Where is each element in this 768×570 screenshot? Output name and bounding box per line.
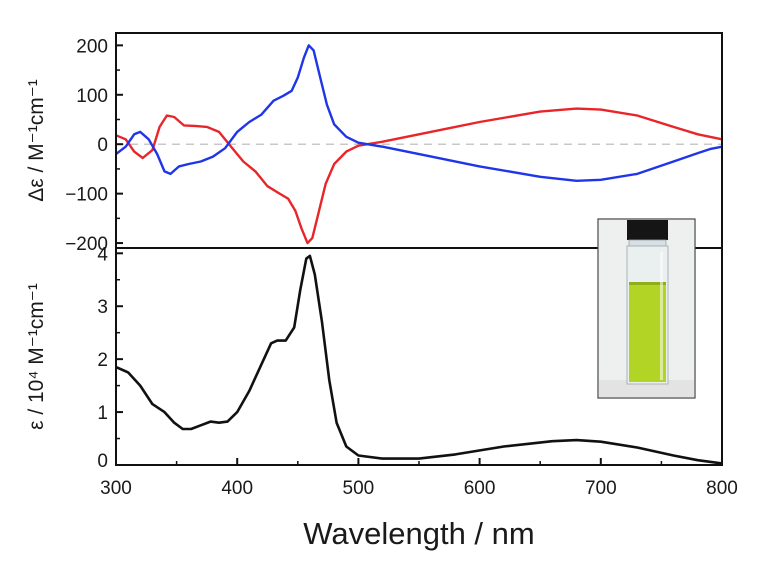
vial-cap <box>627 220 668 240</box>
absorption-y-tick-label: 1 <box>97 403 108 424</box>
x-tick-label: 600 <box>464 478 496 499</box>
cd-y-tick-label: −100 <box>65 185 108 206</box>
x-tick-label: 700 <box>585 478 617 499</box>
cd-y-axis-label: Δε / M⁻¹cm⁻¹ <box>25 79 48 202</box>
absorption-series-group <box>115 254 723 465</box>
cd-series-line-1 <box>115 44 723 182</box>
cd-series-group <box>115 44 723 245</box>
x-axis-ticks: 300 400 500 600 700 800 <box>100 458 738 499</box>
vial-solution <box>629 282 666 382</box>
x-tick-label: 800 <box>706 478 738 499</box>
inset-table <box>599 380 694 397</box>
x-tick-label: 500 <box>343 478 375 499</box>
cd-spectrum-panel: 200 100 0 −100 −200 Δε / M⁻¹cm⁻¹ <box>25 36 723 255</box>
x-tick-label: 400 <box>221 478 253 499</box>
absorption-y-tick-label: 2 <box>97 350 108 371</box>
absorption-spectrum-panel: 0 1 2 3 4 300 400 500 600 700 800 ε / 10⁴ M⁻¹cm⁻¹… <box>25 244 738 551</box>
x-axis-label: Wavelength / nm <box>303 516 534 551</box>
absorption-series-line-0 <box>115 254 723 465</box>
cd-y-tick-label: 100 <box>76 86 108 107</box>
cd-y-tick-label: 200 <box>76 36 108 57</box>
absorption-y-ticks: 0 1 2 3 4 <box>97 244 123 472</box>
absorption-y-tick-label: 0 <box>97 451 108 472</box>
cd-y-tick-label: −200 <box>65 234 108 255</box>
absorption-y-tick-label: 4 <box>97 244 108 265</box>
absorption-y-tick-label: 3 <box>97 297 108 318</box>
vial-neck <box>628 239 667 247</box>
vial-photo-icon <box>597 218 696 399</box>
solution-meniscus <box>629 282 666 285</box>
cd-y-ticks: 200 100 0 −100 −200 <box>65 36 123 255</box>
cd-series-line-0 <box>115 107 723 245</box>
absorption-y-axis-label: ε / 10⁴ M⁻¹cm⁻¹ <box>25 283 48 430</box>
glass-highlight <box>660 252 663 380</box>
cd-y-tick-label: 0 <box>97 135 108 156</box>
x-tick-label: 300 <box>100 478 132 499</box>
